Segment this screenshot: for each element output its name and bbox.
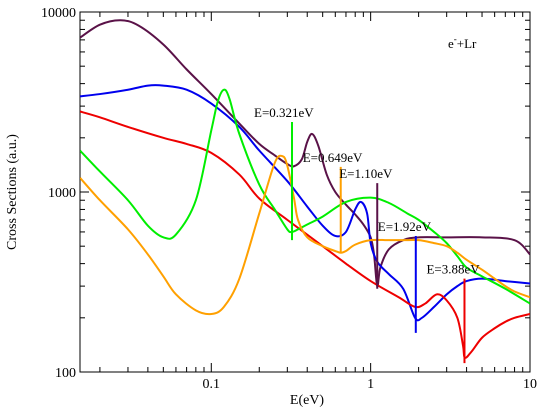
series-line-2 <box>80 110 530 359</box>
ticks-layer: 0.1 1 10 100 1000 10000 <box>41 6 537 392</box>
x-tick-label: 0.1 <box>203 377 221 392</box>
x-axis-title: E(eV) <box>290 393 325 408</box>
y-tick-label: 10000 <box>41 6 76 21</box>
y-tick-label: 100 <box>55 366 76 381</box>
labels-layer: E(eV) Cross Sections (a.u.) e-+Lr <box>5 34 477 408</box>
threshold-label: E=1.92eV <box>378 219 432 234</box>
threshold-label: E=0.649eV <box>303 150 363 165</box>
threshold-label: E=0.321eV <box>254 105 314 120</box>
series-line-4 <box>80 154 530 316</box>
reaction-label-base: e <box>448 36 454 51</box>
y-axis-title: Cross Sections (a.u.) <box>5 134 20 250</box>
threshold-label: E=1.10eV <box>339 166 393 181</box>
reaction-label: e-+Lr <box>448 34 477 51</box>
reaction-label-sup: - <box>454 34 457 44</box>
reaction-label-rest: +Lr <box>457 36 477 51</box>
threshold-label: E=3.88eV <box>426 262 480 277</box>
series-layer <box>80 19 530 359</box>
x-tick-label: 1 <box>367 377 374 392</box>
y-tick-label: 1000 <box>48 186 76 201</box>
plot-frame <box>79 11 531 373</box>
x-tick-label: 10 <box>523 377 537 392</box>
series-line-1 <box>80 84 530 322</box>
